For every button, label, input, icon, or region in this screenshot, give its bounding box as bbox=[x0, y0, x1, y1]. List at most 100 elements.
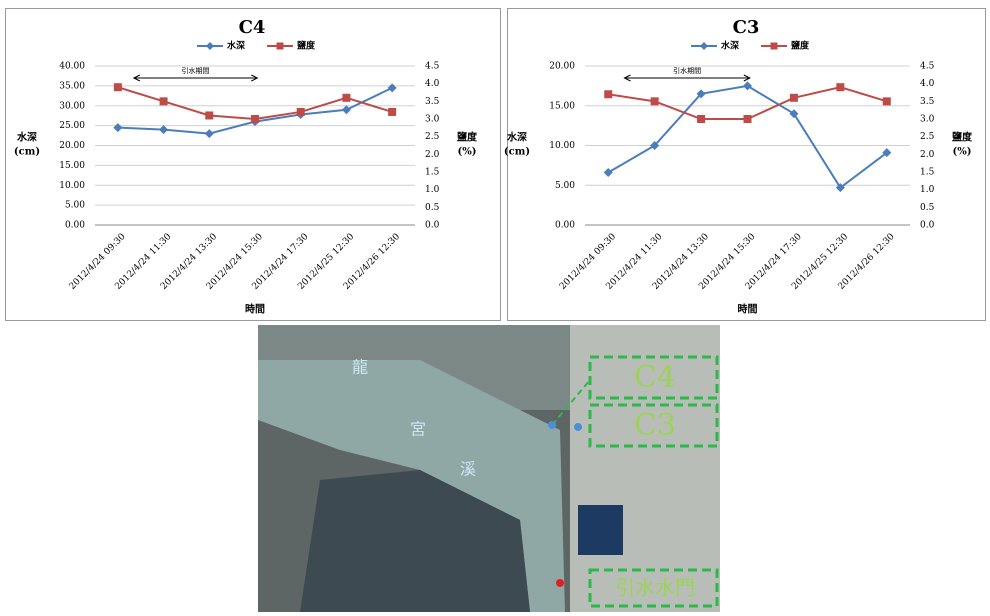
chart-title: C4 bbox=[239, 17, 266, 38]
arrow-head bbox=[623, 74, 751, 82]
data-point bbox=[743, 115, 752, 123]
data-point bbox=[835, 183, 845, 193]
y2-tick-label: 2.0 bbox=[425, 150, 440, 160]
legend-marker bbox=[206, 42, 214, 50]
y-axis-label: 水深 bbox=[506, 131, 527, 144]
y-tick-label: 10.00 bbox=[59, 181, 85, 191]
map-label: C4 bbox=[634, 360, 676, 395]
y2-tick-label: 0.5 bbox=[425, 203, 440, 213]
data-point bbox=[743, 81, 752, 91]
legend-marker bbox=[700, 42, 708, 50]
y2-tick-label: 4.5 bbox=[425, 62, 440, 72]
label-box bbox=[588, 568, 719, 608]
data-point bbox=[205, 111, 214, 120]
map-label: C3 bbox=[634, 408, 676, 443]
pond bbox=[578, 505, 623, 555]
data-point bbox=[650, 141, 660, 150]
data-point bbox=[696, 89, 706, 99]
y-tick-label: 5.00 bbox=[65, 201, 85, 211]
data-point bbox=[159, 97, 168, 106]
y-axis-label: (cm) bbox=[14, 147, 40, 158]
legend-label: 水深 bbox=[721, 40, 739, 52]
legend-label: 鹽度 bbox=[791, 40, 810, 52]
gate-dot bbox=[556, 579, 564, 587]
river-label: 龍 bbox=[352, 358, 368, 377]
y2-axis-label: 鹽度 bbox=[457, 131, 478, 144]
data-point bbox=[251, 115, 259, 123]
map-label: 引水水門 bbox=[615, 576, 695, 600]
aerial-map: C4 C3 引水水門 龍 宮 溪 bbox=[258, 325, 720, 612]
label-box bbox=[588, 403, 719, 448]
data-point bbox=[341, 105, 351, 115]
chart-title: C3 bbox=[733, 17, 760, 38]
data-point bbox=[342, 93, 351, 102]
y2-tick-label: 4.0 bbox=[425, 79, 440, 89]
data-point bbox=[204, 129, 214, 139]
data-point bbox=[650, 97, 659, 106]
chart-frame bbox=[5, 8, 501, 321]
legend-label: 水深 bbox=[227, 40, 245, 52]
data-point bbox=[882, 148, 892, 158]
y-axis-label: (cm) bbox=[504, 147, 530, 158]
y2-tick-label: 1.0 bbox=[425, 185, 440, 195]
data-point bbox=[604, 90, 613, 99]
data-point bbox=[296, 107, 305, 116]
y2-tick-label: 0.0 bbox=[425, 221, 440, 231]
y-tick-label: 40.00 bbox=[59, 62, 85, 72]
data-point bbox=[603, 168, 613, 178]
y-tick-label: 15.00 bbox=[59, 161, 85, 171]
label-box bbox=[588, 355, 719, 400]
y2-tick-label: 3.5 bbox=[425, 97, 440, 107]
river-label: 溪 bbox=[460, 460, 476, 479]
legend-label: 鹽度 bbox=[297, 40, 316, 52]
data-point bbox=[113, 83, 122, 92]
y2-tick-label: 0.0 bbox=[920, 221, 935, 231]
y-tick-label: 20.00 bbox=[549, 62, 575, 72]
y-tick-label: 0.00 bbox=[555, 221, 575, 231]
y-tick-label: 35.00 bbox=[59, 81, 85, 91]
data-point bbox=[836, 83, 845, 92]
data-point bbox=[388, 107, 397, 116]
data-point bbox=[882, 97, 891, 106]
data-point bbox=[159, 125, 169, 135]
y-tick-label: 20.00 bbox=[59, 141, 85, 151]
river bbox=[258, 360, 565, 612]
y2-tick-label: 1.0 bbox=[920, 185, 935, 195]
y-tick-label: 0.00 bbox=[65, 221, 85, 231]
legend-marker bbox=[770, 42, 778, 50]
y2-tick-label: 3.5 bbox=[920, 97, 935, 107]
y2-tick-label: 2.0 bbox=[920, 150, 935, 160]
arrow-head bbox=[132, 74, 259, 82]
y2-tick-label: 3.0 bbox=[920, 115, 935, 125]
legend-marker bbox=[276, 42, 284, 50]
y-tick-label: 25.00 bbox=[59, 121, 85, 131]
data-point bbox=[789, 109, 799, 119]
y-tick-label: 15.00 bbox=[549, 101, 575, 111]
y2-tick-label: 2.5 bbox=[425, 132, 440, 142]
y2-tick-label: 1.5 bbox=[425, 168, 440, 178]
y-tick-label: 10.00 bbox=[549, 141, 575, 151]
y2-tick-label: 4.0 bbox=[920, 79, 935, 89]
chart-frame bbox=[507, 8, 986, 321]
y2-tick-label: 0.5 bbox=[920, 203, 935, 213]
y-axis-label: 水深 bbox=[16, 131, 37, 144]
data-point bbox=[113, 123, 123, 133]
station-dot bbox=[548, 421, 556, 429]
x-axis-label: 時間 bbox=[245, 303, 265, 316]
fields bbox=[300, 470, 530, 612]
data-point bbox=[387, 83, 397, 93]
station-dot bbox=[574, 423, 582, 431]
salt-pans bbox=[570, 325, 720, 612]
y-tick-label: 30.00 bbox=[59, 101, 85, 111]
y2-tick-label: 1.5 bbox=[920, 168, 935, 178]
data-point bbox=[697, 115, 706, 123]
annotation: 引水期間 bbox=[182, 66, 210, 75]
river-label: 宮 bbox=[410, 420, 426, 439]
y2-tick-label: 3.0 bbox=[425, 115, 440, 125]
y2-tick-label: 2.5 bbox=[920, 132, 935, 142]
y2-axis-label: (%) bbox=[458, 147, 477, 158]
x-axis-label: 時間 bbox=[738, 303, 758, 316]
annotation: 引水期間 bbox=[673, 66, 701, 75]
y2-tick-label: 4.5 bbox=[920, 62, 935, 72]
